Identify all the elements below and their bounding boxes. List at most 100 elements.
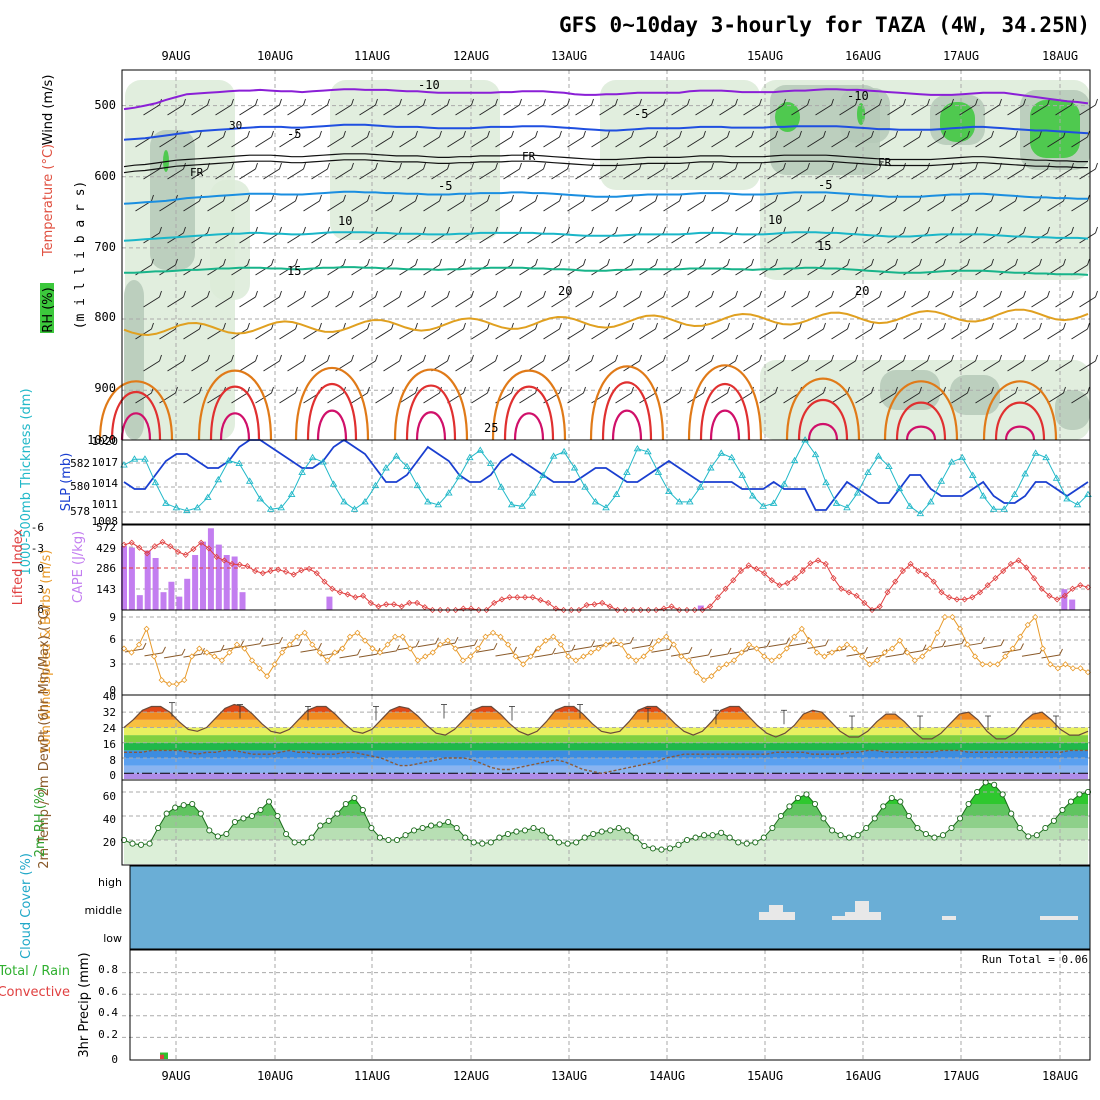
lifted-point [228, 560, 236, 568]
lifted-line [123, 541, 1089, 611]
wind-barb [927, 200, 944, 212]
thickness-point [1052, 474, 1061, 481]
surface-barb [807, 644, 826, 649]
wind-speed-point [459, 657, 466, 664]
wind-barb [135, 392, 152, 404]
wind-barb [311, 104, 328, 116]
wind-barb [415, 130, 418, 138]
wind-barb [1047, 136, 1064, 148]
wind-barb [447, 136, 464, 148]
wind-barb [719, 104, 736, 116]
wind-barb [711, 354, 714, 362]
wind-barb [543, 290, 546, 298]
wind-barb [527, 232, 544, 244]
wind-speed-point [723, 661, 730, 668]
rh2m-panel: 60 40 20 2m RH (%) [33, 779, 1092, 866]
wind-barb [423, 162, 426, 170]
wind-barb [423, 328, 440, 340]
rh-point [317, 822, 324, 829]
lifted-point [1038, 585, 1045, 592]
thickness-point [434, 500, 443, 508]
wind-barb [663, 226, 666, 234]
surface-barb [943, 643, 963, 648]
wind-barb [447, 290, 450, 298]
wind-speed-point [211, 653, 218, 660]
wind-barb [927, 136, 944, 148]
wind-speed-point [151, 653, 158, 660]
precip-tick: 0.2 [98, 1028, 118, 1041]
wind-barb [1007, 360, 1024, 372]
wind-speed-point [979, 661, 986, 668]
contour-label: -5 [287, 127, 301, 141]
wind-barb [855, 98, 858, 106]
wind-barb [1095, 354, 1098, 362]
wind-barb [223, 322, 226, 330]
wind-barb [399, 354, 402, 362]
wind-barb [343, 258, 346, 266]
surface-barb [903, 647, 907, 655]
wind-barb [495, 290, 498, 298]
cape-bar [215, 544, 222, 610]
lifted-point [383, 601, 390, 608]
wind-barb [455, 104, 472, 116]
lifted-point [922, 571, 930, 578]
wind-barb [311, 168, 328, 180]
wind-speed-point [489, 629, 497, 636]
wind-speed-point [813, 649, 820, 656]
wind-barb [271, 130, 274, 138]
surface-barb [534, 653, 553, 658]
rh-point [956, 815, 964, 822]
wind-barb [447, 200, 464, 212]
precip-tick: 0.8 [98, 963, 118, 976]
wind-barb [679, 194, 682, 202]
surface-barb [573, 646, 592, 651]
wind-barb [231, 392, 248, 404]
surface-barb [787, 642, 807, 647]
wind-barb [1047, 392, 1064, 404]
wind-barb [367, 130, 370, 138]
surface-barb [1000, 639, 1005, 646]
wind-barb [335, 296, 352, 308]
lifted-point [822, 560, 829, 568]
wind-speed-point [369, 645, 376, 652]
wind-barb [255, 200, 272, 212]
surface-barb [865, 654, 885, 659]
wind-barb [439, 130, 442, 138]
surface-isotherm-arch [294, 367, 370, 441]
wind-barb [399, 392, 416, 404]
wind-barb [911, 168, 928, 180]
cloud-cells [759, 901, 1078, 920]
wind-speed-point [648, 645, 655, 652]
wind-speed-point [497, 633, 504, 640]
wind-barb [959, 296, 976, 308]
thickness-point [214, 475, 223, 483]
wind-barb [863, 168, 880, 180]
thickness-point [759, 502, 767, 509]
thickness-point [1063, 495, 1071, 502]
wind-barb [583, 386, 586, 394]
wind-barb [1079, 360, 1096, 372]
wind-barb [647, 168, 664, 180]
temp-tick: 24 [103, 722, 117, 735]
wind-barb [239, 296, 256, 308]
rh-point [487, 839, 494, 846]
cape-bar [697, 605, 704, 610]
wind-speed-point [474, 645, 482, 652]
surface-barb [240, 640, 244, 648]
wind-barb [807, 328, 824, 340]
wind-barb [447, 392, 464, 404]
precip-tick: 0.6 [98, 985, 118, 998]
rh-tick: 20 [103, 836, 116, 849]
wind10m-panel: 9 6 3 0 10m Wind Speed & Barbs (m/s) [39, 550, 1092, 754]
wind-barb [399, 162, 402, 170]
wind-barb [879, 200, 896, 212]
panel-frame [121, 779, 1091, 866]
wind-barb [927, 264, 944, 276]
thickness-point [151, 478, 160, 486]
legend-convective: Convective [0, 985, 70, 1000]
wind-barb [495, 162, 498, 170]
slp-tick: 1008 [92, 515, 119, 528]
surface-barb [1002, 649, 1021, 653]
wind-barb [159, 392, 176, 404]
thickness-point [811, 450, 820, 458]
